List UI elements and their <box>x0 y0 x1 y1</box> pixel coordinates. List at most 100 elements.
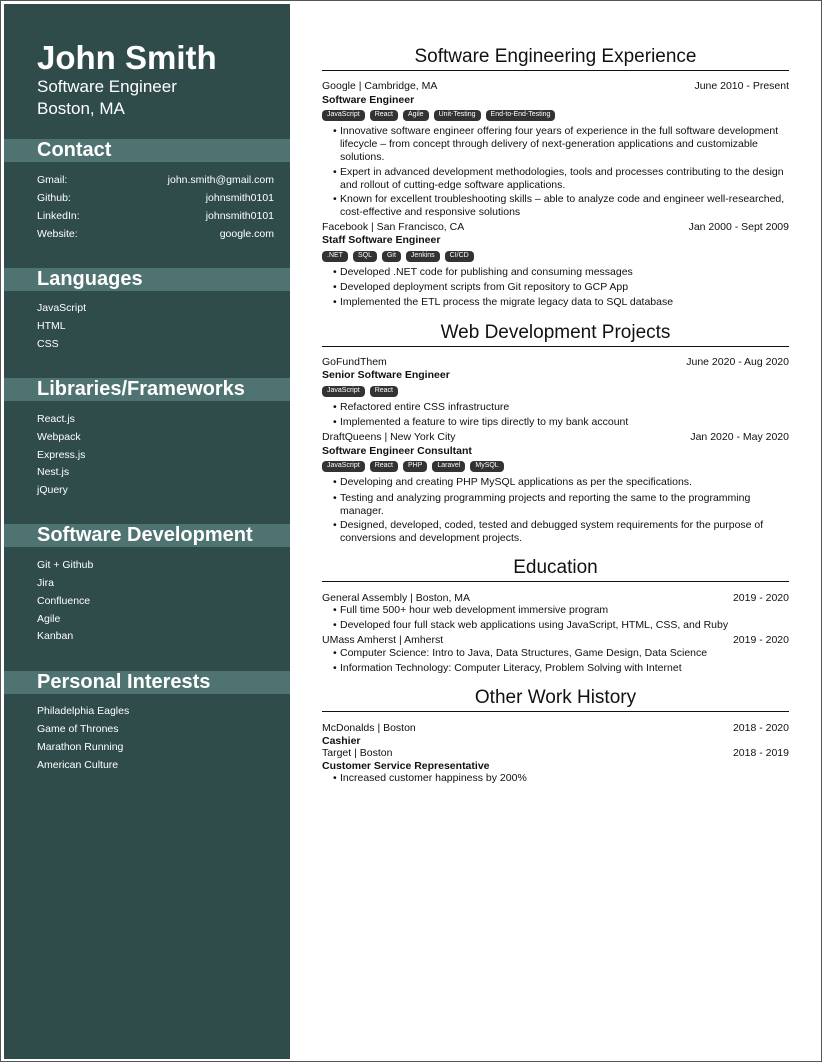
languages-heading: Languages <box>4 268 290 291</box>
contact-label: Gmail: <box>37 174 68 186</box>
bullet-item: • Known for excellent troubleshooting ski… <box>333 193 789 219</box>
candidate-name: John Smith <box>37 39 217 76</box>
libraries-heading: Libraries/Frameworks <box>4 378 290 401</box>
job-company: Facebook | San Francisco, CA <box>322 221 465 233</box>
skill-tag: PHP <box>402 461 428 472</box>
job-header: Google | Cambridge, MA June 2010 - Prese… <box>322 79 789 93</box>
library-item: Express.js <box>37 449 86 461</box>
other-job-company: Target | Boston <box>322 747 393 759</box>
school-header: UMass Amherst | Amherst 2019 - 2020 <box>322 633 789 647</box>
bullet-item: • Full time 500+ hour web development imm… <box>333 604 789 617</box>
sidebar: John Smith Software Engineer Boston, MA … <box>4 4 290 1059</box>
contact-email-link[interactable]: john.smith@gmail.com <box>167 174 274 186</box>
school-header: General Assembly | Boston, MA 2019 - 202… <box>322 591 789 605</box>
job-role: Software Engineer <box>322 94 415 106</box>
skill-tag: Jenkins <box>405 251 440 262</box>
contact-heading: Contact <box>4 139 290 162</box>
contact-row-website: Website: google.com <box>37 225 274 243</box>
school-name: General Assembly | Boston, MA <box>322 592 471 604</box>
projects-heading-text: Web Development Projects <box>440 322 671 343</box>
skill-tag: JavaScript <box>322 461 365 472</box>
skill-tag: Git <box>381 251 401 262</box>
skill-tags: JavaScript React PHP Laravel MySQL <box>322 461 504 472</box>
software-heading-text: Software Development <box>37 524 253 546</box>
bullet-item: • Computer Science: Intro to Java, Data S… <box>333 647 789 660</box>
candidate-location: Boston, MA <box>37 99 125 118</box>
skill-tag: React <box>369 461 398 472</box>
skill-tag: .NET <box>322 251 348 262</box>
job-dates: June 2010 - Present <box>694 80 789 92</box>
other-job-dates: 2018 - 2020 <box>732 722 789 734</box>
project-role: Senior Software Engineer <box>322 369 450 381</box>
bullet-item: • Developing and creating PHP MySQL appli… <box>333 476 789 489</box>
bullet-item: • Designed, developed, coded, tested and … <box>333 519 789 545</box>
language-item: CSS <box>37 338 59 350</box>
library-item: React.js <box>37 413 75 425</box>
experience-heading-text: Software Engineering Experience <box>414 46 697 67</box>
software-item: Kanban <box>37 630 74 642</box>
contact-label: LinkedIn: <box>37 210 80 222</box>
interest-item: Marathon Running <box>37 741 124 753</box>
project-company: GoFundThem <box>322 356 387 368</box>
skill-tag: JavaScript <box>322 386 365 397</box>
skill-tag: React <box>369 110 398 121</box>
bullet-text: Developing and creating PHP MySQL applic… <box>340 476 692 488</box>
education-heading: Education <box>322 556 789 582</box>
contact-github-link[interactable]: johnsmith0101 <box>205 192 274 204</box>
contact-label: Website: <box>37 228 78 240</box>
other-job-header: McDonalds | Boston 2018 - 2020 <box>322 721 789 735</box>
bullet-item: • Developed deployment scripts from Git r… <box>333 281 789 294</box>
contact-label: Github: <box>37 192 71 204</box>
software-item: Jira <box>37 577 54 589</box>
skill-tags: JavaScript React <box>322 386 398 397</box>
other-job-header: Target | Boston 2018 - 2019 <box>322 746 789 760</box>
bullet-item: • Refactored entire CSS infrastructure <box>333 401 789 414</box>
other-job-dates: 2018 - 2019 <box>732 747 789 759</box>
other-job-role: Customer Service Representative <box>322 760 490 772</box>
other-work-heading: Other Work History <box>322 686 789 712</box>
skill-tag: Agile <box>402 110 429 121</box>
library-item: Nest.js <box>37 466 70 478</box>
candidate-title: Software Engineer <box>37 77 177 96</box>
school-name: UMass Amherst | Amherst <box>322 634 444 646</box>
library-item: Webpack <box>37 431 81 443</box>
other-job-company: McDonalds | Boston <box>322 722 416 734</box>
bullet-text: Computer Science: Intro to Java, Data St… <box>340 647 708 659</box>
bullet-item: • Information Technology: Computer Litera… <box>333 662 789 675</box>
project-header: DraftQueens | New York City Jan 2020 - M… <box>322 430 789 444</box>
bullet-item: • Expert in advanced development methodol… <box>333 166 789 192</box>
bullet-text: Full time 500+ hour web development imme… <box>340 604 609 616</box>
job-header: Facebook | San Francisco, CA Jan 2000 - … <box>322 220 789 234</box>
bullet-text: Information Technology: Computer Literac… <box>340 662 682 674</box>
library-item: jQuery <box>37 484 68 496</box>
bullet-text: Developed .NET code for publishing and c… <box>340 266 633 278</box>
contact-linkedin-link[interactable]: johnsmith0101 <box>205 210 274 222</box>
bullet-text: Designed, developed, coded, tested and d… <box>340 519 764 544</box>
project-role: Software Engineer Consultant <box>322 445 472 457</box>
job-role: Staff Software Engineer <box>322 234 441 246</box>
skill-tag: SQL <box>352 251 377 262</box>
bullet-text: Known for excellent troubleshooting skil… <box>340 193 785 218</box>
project-company: DraftQueens | New York City <box>322 431 456 443</box>
project-dates: June 2020 - Aug 2020 <box>686 356 789 368</box>
language-item: JavaScript <box>37 302 87 314</box>
skill-tag: Unit-Testing <box>433 110 481 121</box>
bullet-item: • Increased customer happiness by 200% <box>333 772 789 785</box>
bullet-text: Expert in advanced development methodolo… <box>340 166 784 191</box>
interests-heading-text: Personal Interests <box>37 671 211 693</box>
interest-item: Game of Thrones <box>37 723 119 735</box>
contact-website-link[interactable]: google.com <box>219 228 274 240</box>
bullet-text: Developed deployment scripts from Git re… <box>340 281 629 293</box>
language-item: HTML <box>37 320 66 332</box>
software-item: Confluence <box>37 595 91 607</box>
interest-item: American Culture <box>37 759 119 771</box>
skill-tag: End-to-End-Testing <box>485 110 556 121</box>
project-dates: Jan 2020 - May 2020 <box>690 431 789 443</box>
skill-tags: .NET SQL Git Jenkins CI/CD <box>322 251 474 262</box>
contact-row-gmail: Gmail: john.smith@gmail.com <box>37 171 274 189</box>
software-heading: Software Development <box>4 524 290 547</box>
project-header: GoFundThem June 2020 - Aug 2020 <box>322 355 789 369</box>
bullet-item: • Developed .NET code for publishing and … <box>333 266 789 279</box>
bullet-text: Implemented the ETL process the migrate … <box>340 296 674 308</box>
